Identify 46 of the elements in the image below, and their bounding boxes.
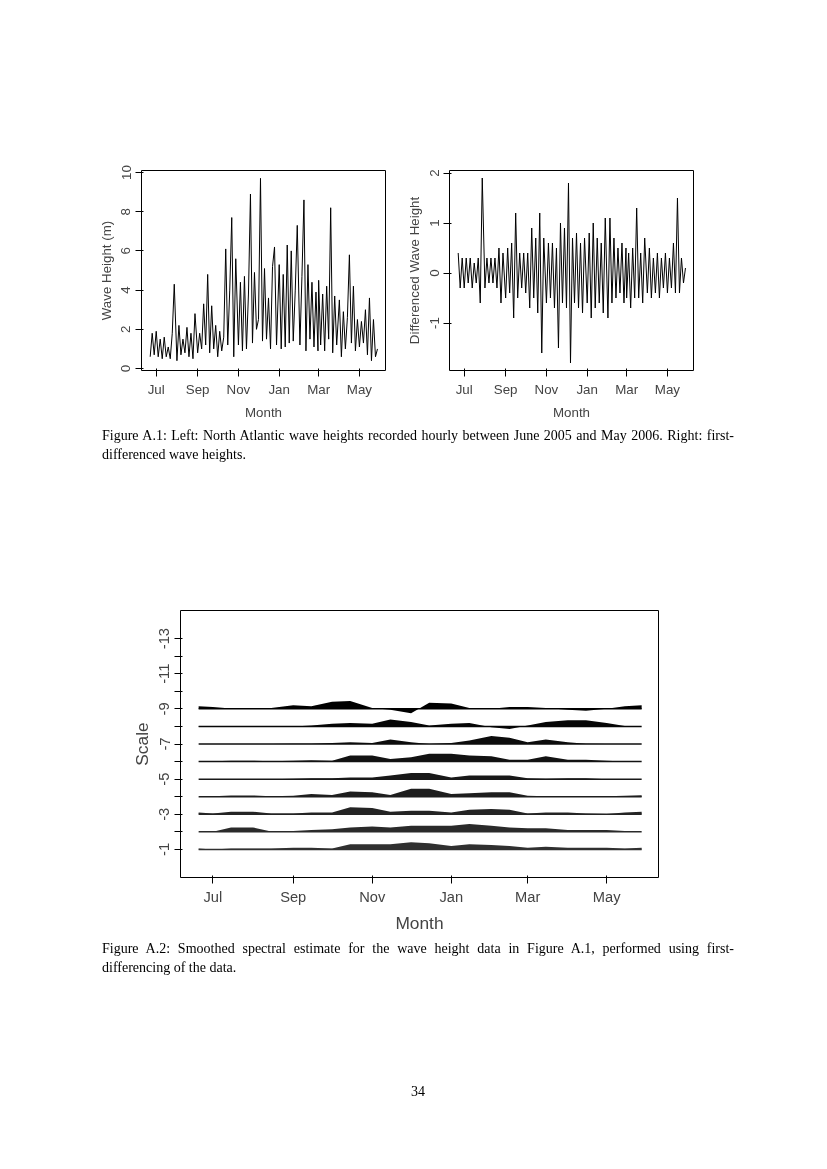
x-tick-label: Jul — [203, 888, 223, 905]
x-tick-label: Nov — [359, 888, 386, 905]
line-series — [457, 177, 686, 364]
line-series — [149, 177, 378, 362]
y-tick-label: 10 — [118, 165, 134, 180]
x-tick-label: May — [654, 381, 681, 397]
text: 34 — [411, 1082, 425, 1101]
x-tick-label: Mar — [515, 888, 541, 905]
x-tick-label: Jan — [268, 381, 290, 397]
y-axis-title: Scale — [131, 722, 152, 766]
y-tick-label: 2 — [118, 325, 134, 334]
x-tick-label: Jan — [439, 888, 464, 905]
y-tick-label: -13 — [156, 627, 173, 649]
y-tick-label: 8 — [118, 207, 134, 216]
x-axis-title: Month — [552, 404, 591, 420]
x-tick-label: Nov — [534, 381, 559, 397]
x-tick-label: May — [592, 888, 622, 905]
y-tick-label: -3 — [156, 807, 173, 821]
text: Figure A.2: Smoothed spectral estimate for the wave height data in Figure A.1, performed using first-differencing of the data. — [102, 939, 734, 977]
y-tick-label: 0 — [426, 269, 442, 277]
y-axis-title: Differenced Wave Height — [406, 196, 422, 345]
y-tick-label: 2 — [426, 169, 442, 177]
y-tick-label: 0 — [118, 364, 134, 373]
x-tick-label: Sep — [280, 888, 307, 905]
y-tick-label: -1 — [426, 317, 442, 329]
y-tick-label: 1 — [426, 219, 442, 227]
y-tick-label: -11 — [156, 663, 173, 684]
y-tick-label: -9 — [156, 702, 173, 716]
y-tick-label: -7 — [156, 737, 173, 751]
y-tick-label: -1 — [156, 842, 173, 856]
x-tick-label: Jul — [455, 381, 473, 397]
y-tick-label: 4 — [118, 285, 134, 294]
x-tick-label: Sep — [185, 381, 210, 397]
x-axis-title: Month — [244, 404, 283, 420]
x-tick-label: Nov — [226, 381, 251, 397]
x-tick-label: Jan — [576, 381, 598, 397]
y-axis-title: Wave Height (m) — [98, 220, 114, 321]
x-tick-label: Mar — [307, 381, 331, 397]
y-tick-label: -5 — [156, 772, 173, 786]
x-tick-label: May — [346, 381, 373, 397]
x-axis-title: Month — [395, 912, 444, 933]
text: Figure A.1: Left: North Atlantic wave heights recorded hourly between June 2005 and May 2006. Right: first-differenced wave heights. — [102, 427, 734, 464]
x-tick-label: Jul — [147, 381, 165, 397]
x-tick-label: Sep — [493, 381, 518, 397]
y-tick-label: 6 — [118, 247, 134, 255]
x-tick-label: Mar — [615, 381, 639, 397]
